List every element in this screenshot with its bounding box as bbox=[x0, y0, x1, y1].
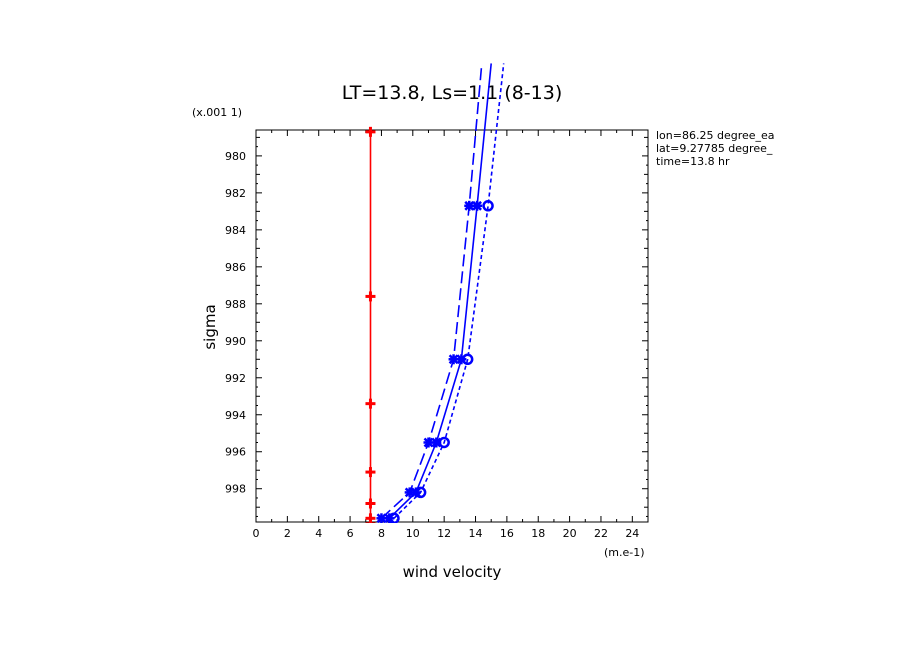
x-tick-label: 20 bbox=[563, 527, 577, 540]
y-tick-label: 994 bbox=[225, 409, 246, 422]
y-tick-label: 998 bbox=[225, 483, 246, 496]
x-tick-label: 24 bbox=[625, 527, 639, 540]
data-point bbox=[448, 354, 459, 365]
x-tick-label: 22 bbox=[594, 527, 608, 540]
series-3 bbox=[388, 63, 505, 523]
data-point bbox=[461, 353, 474, 366]
marker-circle bbox=[461, 353, 474, 366]
y-tick-label: 980 bbox=[225, 150, 246, 163]
chart-title: LT=13.8, Ls=1.1 (8-13) bbox=[342, 82, 563, 104]
data-point bbox=[472, 200, 483, 211]
data-point bbox=[388, 512, 400, 523]
marker-circle bbox=[438, 436, 450, 449]
x-tick-label: 4 bbox=[315, 527, 322, 540]
data-point bbox=[423, 437, 434, 448]
x-axis-unit: (m.e-1) bbox=[604, 546, 645, 559]
x-tick-label: 10 bbox=[406, 527, 420, 540]
data-point bbox=[365, 126, 376, 137]
y-axis-label: sigma bbox=[201, 304, 219, 349]
marker-circle bbox=[482, 200, 494, 212]
x-tick-label: 8 bbox=[378, 527, 385, 540]
annotation-lat: lat=9.27785 degree_ bbox=[656, 142, 773, 155]
x-tick-label: 18 bbox=[531, 527, 545, 540]
marker-circle bbox=[414, 486, 427, 499]
series-layer bbox=[365, 63, 505, 523]
y-tick-label: 984 bbox=[225, 224, 246, 237]
marker-bar bbox=[376, 513, 387, 523]
y-tick-label: 996 bbox=[225, 446, 246, 459]
marker-bar bbox=[464, 200, 475, 211]
x-tick-label: 16 bbox=[500, 527, 514, 540]
series-0 bbox=[365, 126, 376, 523]
data-point bbox=[365, 398, 376, 409]
y-tick-label: 992 bbox=[225, 372, 246, 385]
marker-bar bbox=[431, 437, 442, 448]
series-line bbox=[388, 63, 492, 519]
marker-bar bbox=[472, 200, 482, 211]
data-point bbox=[438, 436, 450, 449]
marker-bar bbox=[404, 487, 415, 498]
info-annotations: lon=86.25 degree_ea lat=9.27785 degree_ … bbox=[656, 129, 775, 168]
series-line bbox=[393, 63, 505, 519]
y-tick-label: 990 bbox=[225, 335, 246, 348]
data-point bbox=[414, 486, 427, 499]
x-tick-label: 12 bbox=[437, 527, 451, 540]
y-tick-label: 982 bbox=[225, 187, 246, 200]
x-tick-label: 0 bbox=[253, 527, 260, 540]
data-point bbox=[482, 200, 494, 212]
y-tick-label: 986 bbox=[225, 261, 246, 274]
x-tick-label: 2 bbox=[284, 527, 291, 540]
data-point bbox=[365, 291, 376, 302]
data-point bbox=[365, 518, 376, 523]
y-axis-unit: (x.001 1) bbox=[192, 106, 242, 119]
series-2 bbox=[376, 63, 483, 523]
annotation-time: time=13.8 hr bbox=[656, 155, 730, 168]
x-tick-label: 6 bbox=[347, 527, 354, 540]
data-point bbox=[376, 513, 387, 523]
series-line bbox=[380, 63, 483, 519]
marker-bar bbox=[423, 437, 434, 448]
y-tick-label: 988 bbox=[225, 298, 246, 311]
annotation-lon: lon=86.25 degree_ea bbox=[656, 129, 775, 142]
x-axis-label: wind velocity bbox=[403, 563, 502, 581]
data-point bbox=[464, 200, 475, 211]
marker-bar bbox=[448, 354, 459, 365]
marker-circle bbox=[388, 512, 400, 523]
data-point bbox=[365, 467, 376, 478]
data-point bbox=[365, 498, 376, 509]
x-tick-label: 14 bbox=[469, 527, 483, 540]
series-1 bbox=[384, 63, 492, 523]
axes: 0 2 4 6 8 10 12 14 16 18 20 22 249809829849869889909… bbox=[225, 129, 649, 540]
plot-frame bbox=[255, 129, 649, 523]
data-point bbox=[404, 487, 415, 498]
